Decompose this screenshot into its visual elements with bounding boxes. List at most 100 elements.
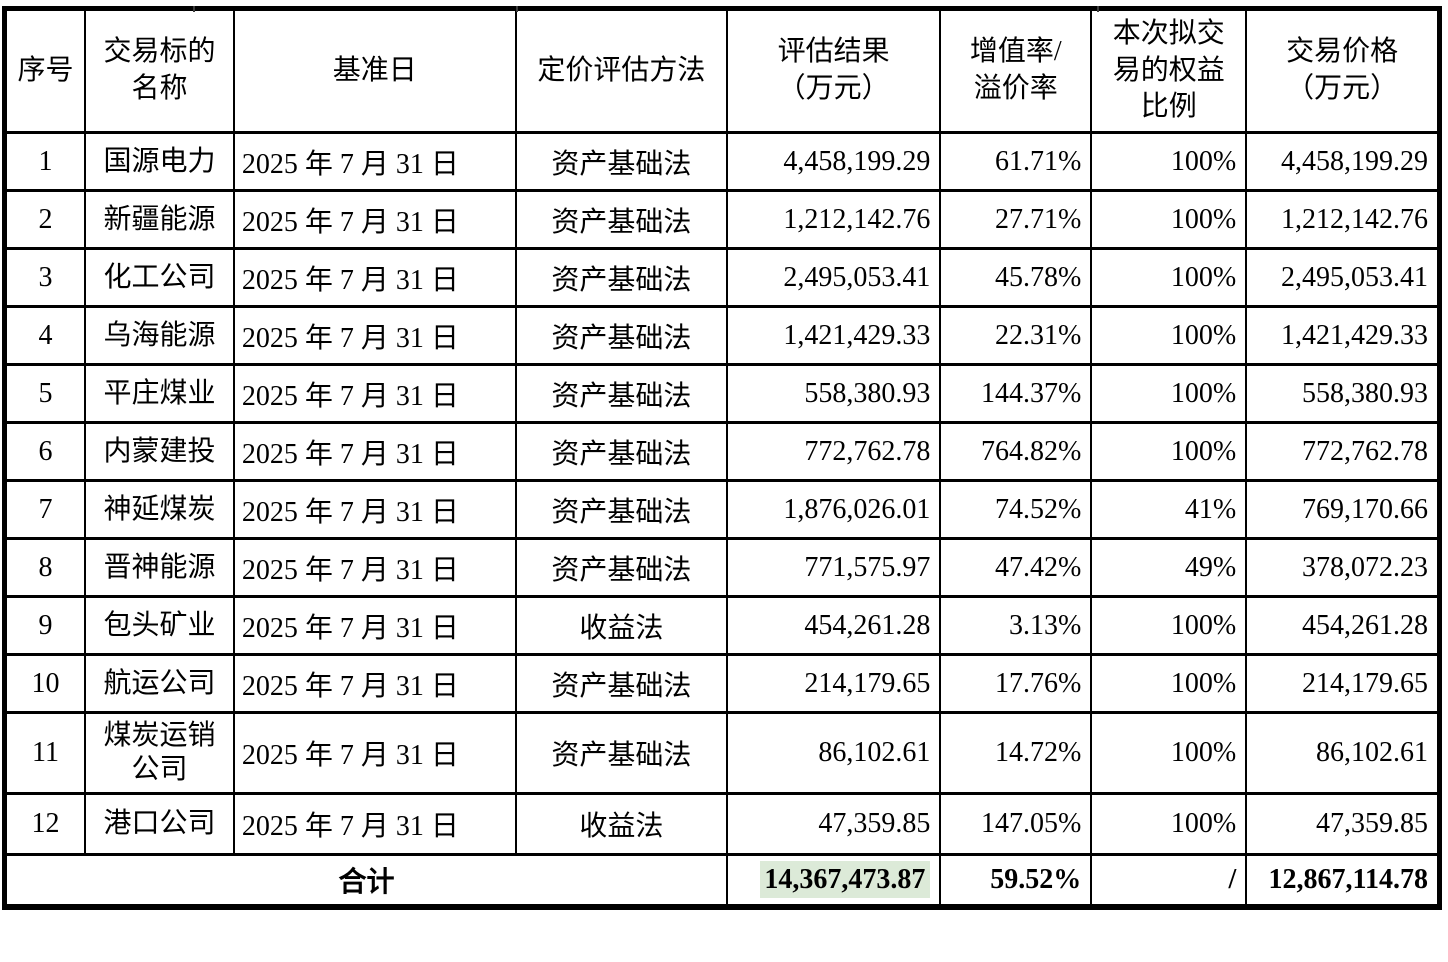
header-target-name: 交易标的 名称: [84, 7, 235, 134]
cell-pricing-method: 资产基础法: [514, 711, 729, 795]
cell-seq: 11: [3, 711, 86, 795]
cell-pricing-method: 资产基础法: [514, 537, 729, 598]
total-row: 合计 14,367,473.87 59.52% / 12,867,114.78: [3, 853, 1441, 910]
highlighted-total: 14,367,473.87: [760, 860, 931, 898]
cell-base-date: 2025 年 7 月 31 日: [232, 711, 517, 795]
clipped-row-remnant: [193, 6, 195, 12]
table-row: 8 晋神能源 2025 年 7 月 31 日 资产基础法 771,575.97 …: [3, 537, 1441, 598]
cell-target-name: 晋神能源: [84, 537, 235, 598]
cell-base-date: 2025 年 7 月 31 日: [232, 653, 517, 714]
table-row: 10 航运公司 2025 年 7 月 31 日 资产基础法 214,179.65…: [3, 653, 1441, 714]
cell-transaction-price: 2,495,053.41: [1245, 247, 1441, 308]
cell-pricing-method: 资产基础法: [514, 363, 729, 424]
cell-transaction-price: 86,102.61: [1245, 711, 1441, 795]
cell-appreciation-rate: 27.71%: [939, 189, 1093, 250]
cell-pricing-method: 资产基础法: [514, 131, 729, 192]
total-equity-ratio: /: [1090, 853, 1248, 910]
cell-target-name: 新疆能源: [84, 189, 235, 250]
cell-appreciation-rate: 764.82%: [939, 421, 1093, 482]
total-appreciation-rate: 59.52%: [939, 853, 1093, 910]
cell-base-date: 2025 年 7 月 31 日: [232, 189, 517, 250]
table-row: 5 平庄煤业 2025 年 7 月 31 日 资产基础法 558,380.93 …: [3, 363, 1441, 424]
cell-transaction-price: 454,261.28: [1245, 595, 1441, 656]
cell-appreciation-rate: 47.42%: [939, 537, 1093, 598]
cell-transaction-price: 214,179.65: [1245, 653, 1441, 714]
header-base-date: 基准日: [232, 7, 517, 134]
cell-target-name: 乌海能源: [84, 305, 235, 366]
cell-equity-ratio: 100%: [1090, 653, 1248, 714]
clipped-row-remnant: [1097, 6, 1099, 12]
cell-appreciation-rate: 61.71%: [939, 131, 1093, 192]
table-header: 序号 交易标的 名称 基准日 定价评估方法 评估结果 （万元） 增值率/ 溢价率…: [3, 7, 1441, 134]
cell-transaction-price: 4,458,199.29: [1245, 131, 1441, 192]
cell-transaction-price: 378,072.23: [1245, 537, 1441, 598]
cell-base-date: 2025 年 7 月 31 日: [232, 131, 517, 192]
cell-valuation-result: 772,762.78: [725, 421, 942, 482]
header-pricing-method: 定价评估方法: [514, 7, 729, 134]
cell-appreciation-rate: 144.37%: [939, 363, 1093, 424]
cell-valuation-result: 1,876,026.01: [725, 479, 942, 540]
cell-equity-ratio: 100%: [1090, 247, 1248, 308]
cell-pricing-method: 资产基础法: [514, 247, 729, 308]
cell-base-date: 2025 年 7 月 31 日: [232, 595, 517, 656]
cell-appreciation-rate: 147.05%: [939, 792, 1093, 856]
cell-transaction-price: 47,359.85: [1245, 792, 1441, 856]
cell-appreciation-rate: 17.76%: [939, 653, 1093, 714]
cell-appreciation-rate: 3.13%: [939, 595, 1093, 656]
cell-target-name: 煤炭运销 公司: [84, 711, 235, 795]
cell-equity-ratio: 49%: [1090, 537, 1248, 598]
table-row: 6 内蒙建投 2025 年 7 月 31 日 资产基础法 772,762.78 …: [3, 421, 1441, 482]
cell-valuation-result: 47,359.85: [725, 792, 942, 856]
header-valuation-result: 评估结果 （万元）: [725, 7, 942, 134]
cell-transaction-price: 1,212,142.76: [1245, 189, 1441, 250]
cell-appreciation-rate: 45.78%: [939, 247, 1093, 308]
cell-transaction-price: 772,762.78: [1245, 421, 1441, 482]
cell-pricing-method: 资产基础法: [514, 305, 729, 366]
cell-pricing-method: 收益法: [514, 792, 729, 856]
cell-valuation-result: 771,575.97: [725, 537, 942, 598]
cell-base-date: 2025 年 7 月 31 日: [232, 792, 517, 856]
header-row: 序号 交易标的 名称 基准日 定价评估方法 评估结果 （万元） 增值率/ 溢价率…: [3, 7, 1441, 134]
cell-transaction-price: 769,170.66: [1245, 479, 1441, 540]
cell-base-date: 2025 年 7 月 31 日: [232, 421, 517, 482]
cell-equity-ratio: 100%: [1090, 131, 1248, 192]
table-row: 1 国源电力 2025 年 7 月 31 日 资产基础法 4,458,199.2…: [3, 131, 1441, 192]
cell-target-name: 化工公司: [84, 247, 235, 308]
cell-equity-ratio: 100%: [1090, 305, 1248, 366]
cell-seq: 12: [3, 792, 86, 856]
cell-transaction-price: 558,380.93: [1245, 363, 1441, 424]
cell-equity-ratio: 100%: [1090, 595, 1248, 656]
cell-seq: 9: [3, 595, 86, 656]
cell-target-name: 神延煤炭: [84, 479, 235, 540]
cell-base-date: 2025 年 7 月 31 日: [232, 247, 517, 308]
cell-base-date: 2025 年 7 月 31 日: [232, 537, 517, 598]
total-transaction-price: 12,867,114.78: [1245, 853, 1441, 910]
cell-seq: 2: [3, 189, 86, 250]
cell-base-date: 2025 年 7 月 31 日: [232, 305, 517, 366]
cell-equity-ratio: 100%: [1090, 792, 1248, 856]
cell-seq: 7: [3, 479, 86, 540]
cell-appreciation-rate: 74.52%: [939, 479, 1093, 540]
cell-base-date: 2025 年 7 月 31 日: [232, 479, 517, 540]
cell-pricing-method: 资产基础法: [514, 189, 729, 250]
cell-pricing-method: 资产基础法: [514, 421, 729, 482]
cell-base-date: 2025 年 7 月 31 日: [232, 363, 517, 424]
cell-transaction-price: 1,421,429.33: [1245, 305, 1441, 366]
table-row: 12 港口公司 2025 年 7 月 31 日 收益法 47,359.85 14…: [3, 792, 1441, 856]
cell-target-name: 港口公司: [84, 792, 235, 856]
cell-target-name: 包头矿业: [84, 595, 235, 656]
table-row: 11 煤炭运销 公司 2025 年 7 月 31 日 资产基础法 86,102.…: [3, 711, 1441, 795]
cell-seq: 4: [3, 305, 86, 366]
header-seq: 序号: [3, 7, 86, 134]
cell-seq: 1: [3, 131, 86, 192]
cell-equity-ratio: 100%: [1090, 711, 1248, 795]
cell-equity-ratio: 100%: [1090, 189, 1248, 250]
cell-seq: 6: [3, 421, 86, 482]
cell-valuation-result: 1,212,142.76: [725, 189, 942, 250]
cell-seq: 5: [3, 363, 86, 424]
cell-target-name: 内蒙建投: [84, 421, 235, 482]
table-body: 1 国源电力 2025 年 7 月 31 日 资产基础法 4,458,199.2…: [3, 131, 1441, 856]
cell-appreciation-rate: 22.31%: [939, 305, 1093, 366]
table-row: 2 新疆能源 2025 年 7 月 31 日 资产基础法 1,212,142.7…: [3, 189, 1441, 250]
cell-target-name: 国源电力: [84, 131, 235, 192]
